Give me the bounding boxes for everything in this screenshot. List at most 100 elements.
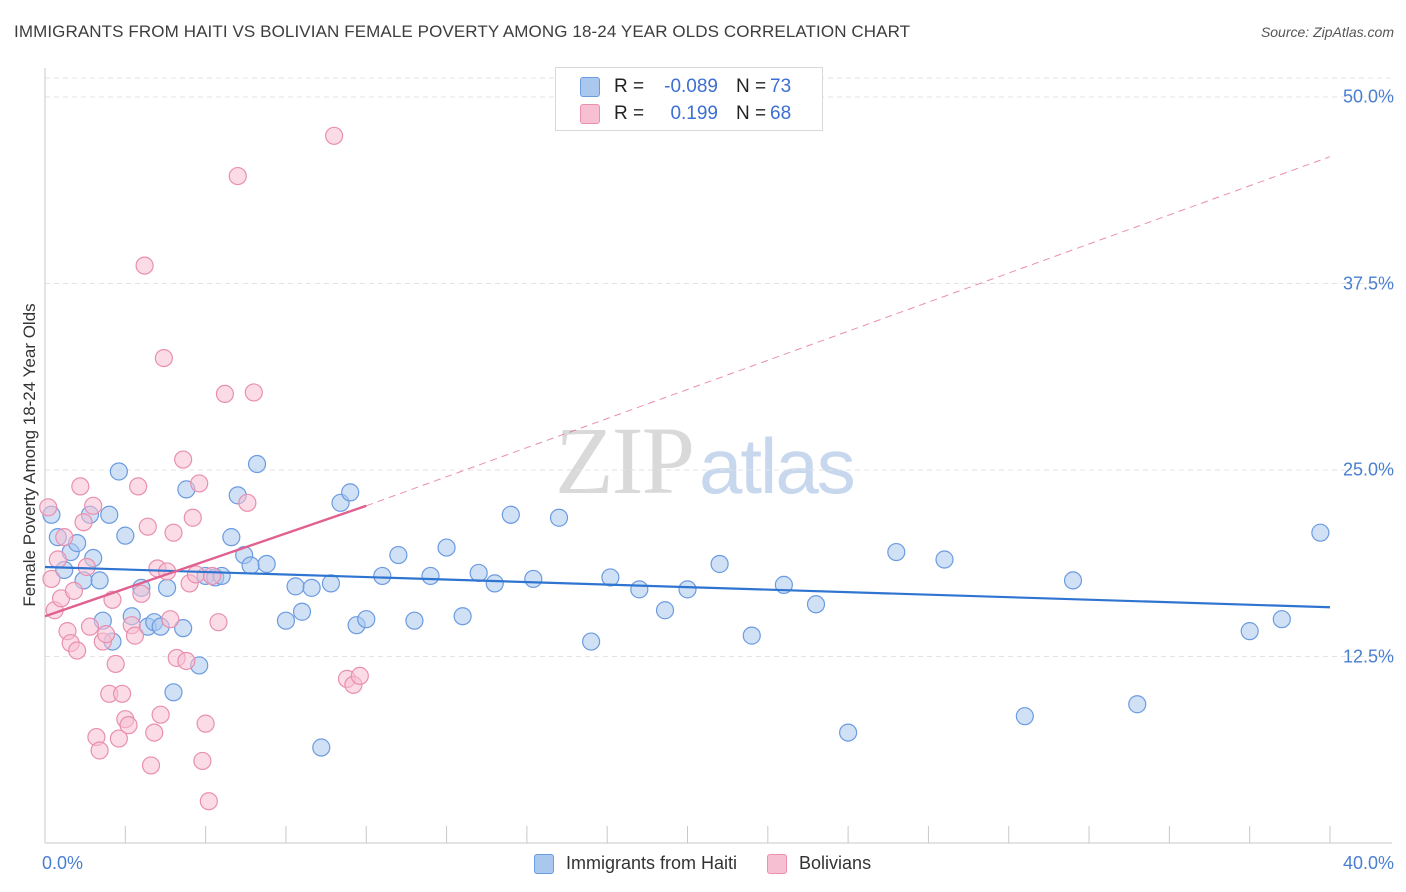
legend-r-value: 0.199 xyxy=(670,103,718,124)
series-bolivians-points xyxy=(39,126,369,811)
point-haiti xyxy=(1063,571,1083,590)
point-haiti xyxy=(357,610,376,629)
point-bolivians xyxy=(48,550,67,569)
point-haiti xyxy=(655,601,675,620)
point-haiti xyxy=(742,626,761,645)
point-bolivians xyxy=(77,557,96,577)
point-bolivians xyxy=(164,523,183,542)
point-haiti xyxy=(453,607,472,626)
watermark-atlas: atlas xyxy=(699,422,856,510)
point-bolivians xyxy=(71,477,90,496)
point-bolivians xyxy=(190,474,209,493)
point-bolivians xyxy=(183,508,202,527)
point-bolivians xyxy=(64,581,84,600)
legend-row-haiti: R = -0.089 N = 73 xyxy=(580,74,791,100)
point-bolivians xyxy=(55,528,74,547)
trend-lines xyxy=(44,156,1331,618)
point-haiti xyxy=(341,483,360,502)
point-bolivians xyxy=(74,513,93,532)
point-bolivians xyxy=(106,654,125,674)
point-bolivians xyxy=(112,684,132,703)
legend-item-bolivians: Bolivians xyxy=(767,853,871,874)
point-bolivians xyxy=(325,126,344,145)
trendline-haiti xyxy=(44,565,1331,609)
point-haiti xyxy=(524,569,543,589)
trendline-bolivians xyxy=(44,504,367,618)
point-haiti xyxy=(312,738,331,757)
series-legend: Immigrants from Haiti Bolivians xyxy=(534,853,901,874)
point-haiti xyxy=(222,528,241,547)
point-bolivians xyxy=(68,641,87,660)
chart-title: IMMIGRANTS FROM HAITI VS BOLIVIAN FEMALE… xyxy=(14,22,911,41)
watermark: ZIPatlas xyxy=(555,405,856,516)
point-bolivians xyxy=(199,792,218,811)
legend-swatch-pink xyxy=(580,104,600,124)
point-haiti xyxy=(100,505,119,524)
y-tick-label: 37.5% xyxy=(1342,273,1394,293)
legend-swatch-blue xyxy=(580,77,600,97)
point-bolivians xyxy=(80,617,100,636)
point-haiti xyxy=(164,683,183,702)
point-bolivians xyxy=(193,751,212,771)
legend-swatch-bolivians xyxy=(767,853,788,874)
point-haiti xyxy=(839,723,858,742)
point-bolivians xyxy=(350,666,369,685)
point-haiti xyxy=(469,563,488,583)
point-bolivians xyxy=(238,493,257,512)
point-bolivians xyxy=(42,569,61,589)
legend-n-value: 73 xyxy=(770,76,792,97)
point-bolivians xyxy=(196,714,215,733)
point-haiti xyxy=(292,602,312,621)
legend-r-label: R = xyxy=(614,103,645,124)
point-haiti xyxy=(1311,523,1330,542)
point-bolivians xyxy=(161,610,180,629)
point-haiti xyxy=(935,550,954,569)
point-bolivians xyxy=(151,705,170,724)
point-haiti xyxy=(241,556,260,575)
point-haiti xyxy=(806,595,826,614)
point-haiti xyxy=(116,526,135,545)
point-haiti xyxy=(678,580,697,599)
point-haiti xyxy=(485,574,504,593)
point-bolivians xyxy=(138,517,157,536)
stats-legend: R = -0.089 N = 73 R = 0.199 N = 68 xyxy=(555,67,823,131)
legend-swatch-haiti xyxy=(534,853,554,874)
trendline-bolivians-extension xyxy=(366,156,1331,507)
point-haiti xyxy=(109,462,128,481)
point-haiti xyxy=(174,619,193,638)
watermark-zip: ZIP xyxy=(555,407,695,514)
point-bolivians xyxy=(209,613,228,632)
legend-row-bolivians: R = 0.199 N = 68 xyxy=(580,101,791,127)
y-axis-label: Female Poverty Among 18-24 Year Olds xyxy=(20,303,39,607)
point-bolivians xyxy=(186,565,206,584)
point-bolivians xyxy=(119,716,138,735)
point-haiti xyxy=(90,571,109,590)
point-haiti xyxy=(302,578,321,597)
point-haiti xyxy=(501,505,520,524)
x-tick-max: 40.0% xyxy=(1342,853,1394,873)
point-haiti xyxy=(405,611,424,630)
point-haiti xyxy=(276,611,296,630)
series-haiti-points xyxy=(42,454,1330,757)
point-haiti xyxy=(1272,610,1291,629)
point-bolivians xyxy=(39,498,58,517)
point-haiti xyxy=(157,578,177,597)
axes xyxy=(44,68,1392,844)
legend-n-value: 68 xyxy=(770,103,792,124)
point-haiti xyxy=(601,568,620,587)
legend-r-label: R = xyxy=(614,76,645,97)
y-tick-label: 12.5% xyxy=(1342,646,1394,666)
point-bolivians xyxy=(244,383,263,402)
point-haiti xyxy=(373,566,392,586)
point-bolivians xyxy=(215,384,234,404)
legend-r-value: -0.089 xyxy=(664,76,718,97)
legend-n-label: N = xyxy=(736,76,767,97)
point-haiti xyxy=(549,508,569,527)
legend-item-haiti: Immigrants from Haiti xyxy=(534,853,737,874)
point-bolivians xyxy=(228,166,247,186)
legend-label-haiti: Immigrants from Haiti xyxy=(566,853,738,873)
point-haiti xyxy=(1240,622,1259,641)
point-bolivians xyxy=(96,625,116,644)
point-bolivians xyxy=(154,349,173,368)
